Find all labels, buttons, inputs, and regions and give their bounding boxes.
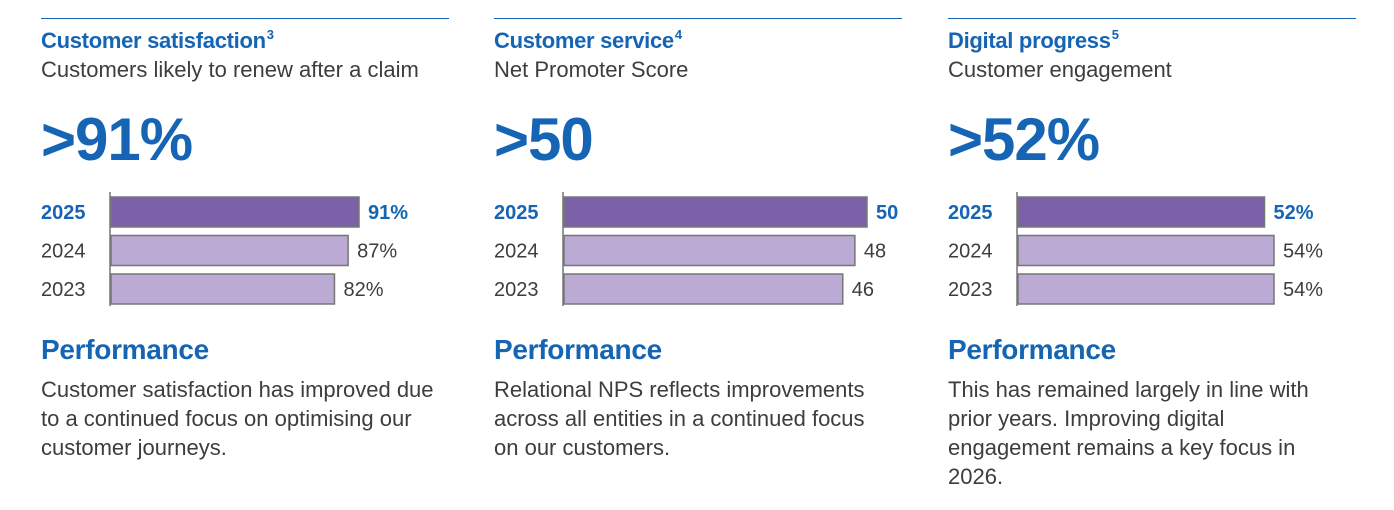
footnote-marker: 5 [1111, 27, 1119, 42]
category-label-2023: 2023 [41, 279, 86, 301]
headline-figure: >50 [494, 106, 594, 173]
panel-title: Customer satisfaction3 [41, 27, 274, 54]
value-label-2025: 91% [368, 202, 408, 224]
value-label-2025: 50 [876, 202, 898, 224]
bar-2023 [1017, 273, 1275, 305]
footnote-marker: 4 [674, 27, 682, 42]
bar-2023 [110, 273, 336, 305]
category-label-2023: 2023 [948, 279, 993, 301]
performance-heading: Performance [41, 334, 209, 365]
panel-subtitle: Customer engagement [948, 57, 1172, 82]
category-label-2025: 2025 [494, 202, 539, 224]
performance-text: Customer satisfaction has improved due t… [41, 377, 434, 460]
bar-2025 [563, 196, 868, 228]
category-label-2024: 2024 [41, 241, 86, 263]
value-label-2024: 87% [357, 241, 397, 263]
value-label-2023: 82% [343, 279, 383, 301]
value-label-2024: 54% [1283, 241, 1323, 263]
bar-2024 [1017, 234, 1275, 267]
value-label-2023: 54% [1283, 279, 1323, 301]
performance-heading: Performance [948, 334, 1116, 365]
panel-title: Customer service4 [494, 27, 682, 54]
bar-2025 [110, 196, 360, 228]
bar-chart: 2025 50 2024 48 2023 46 [494, 192, 898, 306]
bar-2025 [1017, 196, 1266, 228]
bar-chart: 2025 91% 2024 87% 2023 82% [41, 192, 408, 306]
value-label-2025: 52% [1274, 202, 1314, 224]
headline-figure: >52% [948, 106, 1100, 173]
category-label-2025: 2025 [41, 202, 86, 224]
panel-title: Digital progress5 [948, 27, 1119, 54]
category-label-2023: 2023 [494, 279, 539, 301]
value-label-2023: 46 [852, 279, 874, 301]
bar-2023 [563, 273, 844, 305]
panel-subtitle: Customers likely to renew after a claim [41, 57, 419, 82]
category-label-2024: 2024 [494, 241, 539, 263]
bar-2024 [110, 234, 349, 267]
kpi-panel-digital-progress: Digital progress5 Customer engagement >5… [948, 0, 1356, 510]
headline-figure: >91% [41, 106, 193, 173]
panel-top-rule [41, 18, 449, 19]
panel-top-rule [494, 18, 902, 19]
panel-top-rule [948, 18, 1356, 19]
bar-chart: 2025 52% 2024 54% 2023 54% [948, 192, 1323, 306]
panel-subtitle: Net Promoter Score [494, 57, 689, 82]
category-label-2024: 2024 [948, 241, 993, 263]
panel-title-text: Digital progress [948, 28, 1111, 53]
kpi-panel-customer-satisfaction: Customer satisfaction3 Customers likely … [41, 0, 449, 510]
value-label-2024: 48 [864, 241, 886, 263]
category-label-2025: 2025 [948, 202, 993, 224]
panel-title-text: Customer satisfaction [41, 28, 266, 53]
panel-title-text: Customer service [494, 28, 674, 53]
kpi-panel-customer-service: Customer service4 Net Promoter Score >50… [494, 0, 902, 510]
performance-text: This has remained largely in line with p… [948, 377, 1309, 489]
performance-heading: Performance [494, 334, 662, 365]
performance-text: Relational NPS reflects improvements acr… [494, 377, 865, 460]
footnote-marker: 3 [266, 27, 274, 42]
bar-2024 [563, 234, 856, 267]
